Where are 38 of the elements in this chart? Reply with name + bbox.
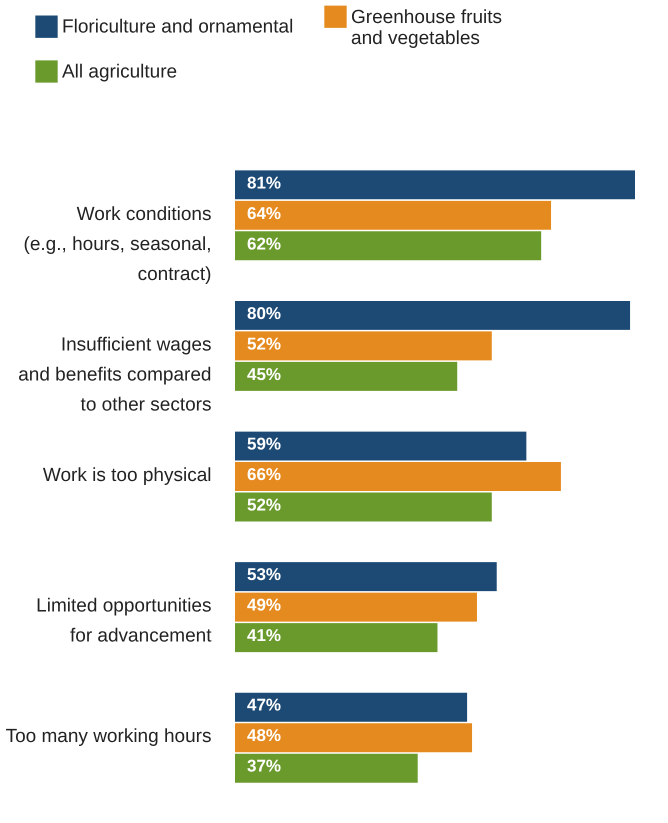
- data-label: 66%: [247, 465, 282, 484]
- bar: [235, 562, 497, 592]
- data-label: 52%: [247, 495, 282, 514]
- data-label: 47%: [247, 696, 282, 715]
- data-label: 49%: [247, 596, 282, 615]
- data-label: 45%: [247, 364, 282, 384]
- y-tick-label: Work is too physical: [42, 465, 212, 486]
- bar: [235, 492, 492, 522]
- data-label: 52%: [247, 334, 282, 354]
- data-label: 64%: [247, 204, 282, 223]
- bar: [235, 754, 418, 783]
- bar: [235, 231, 542, 260]
- data-label: 80%: [247, 304, 282, 323]
- data-label: 59%: [247, 434, 282, 454]
- bar: [235, 592, 477, 622]
- data-label: 48%: [247, 726, 282, 746]
- data-label: 53%: [247, 565, 282, 584]
- data-label: 41%: [247, 626, 282, 646]
- legend-label: All agriculture: [62, 62, 178, 82]
- bar: [235, 432, 526, 461]
- bar: [235, 300, 630, 330]
- y-tick-label: Limited opportunities for advancement: [36, 596, 212, 647]
- bar: [235, 723, 472, 752]
- bar: [235, 462, 561, 491]
- legend-label: Floriculture and ornamental: [62, 16, 294, 38]
- data-label: 37%: [247, 756, 282, 776]
- data-label: 62%: [247, 234, 282, 254]
- bar: [235, 623, 438, 652]
- y-tick-label: Too many working hours: [6, 726, 212, 748]
- data-label: 81%: [247, 173, 282, 192]
- bar: [235, 200, 552, 230]
- y-tick-label: Insufficient wages and benefits compared to other sectors: [18, 334, 212, 416]
- bar: [235, 692, 468, 722]
- bar: [235, 331, 492, 360]
- bar: [235, 362, 458, 391]
- y-tick-label: Work conditions (e.g., hours, seasonal, contract): [24, 204, 212, 285]
- bar: [235, 170, 635, 200]
- legend-label: Greenhouse fruits and vegetables: [351, 6, 502, 49]
